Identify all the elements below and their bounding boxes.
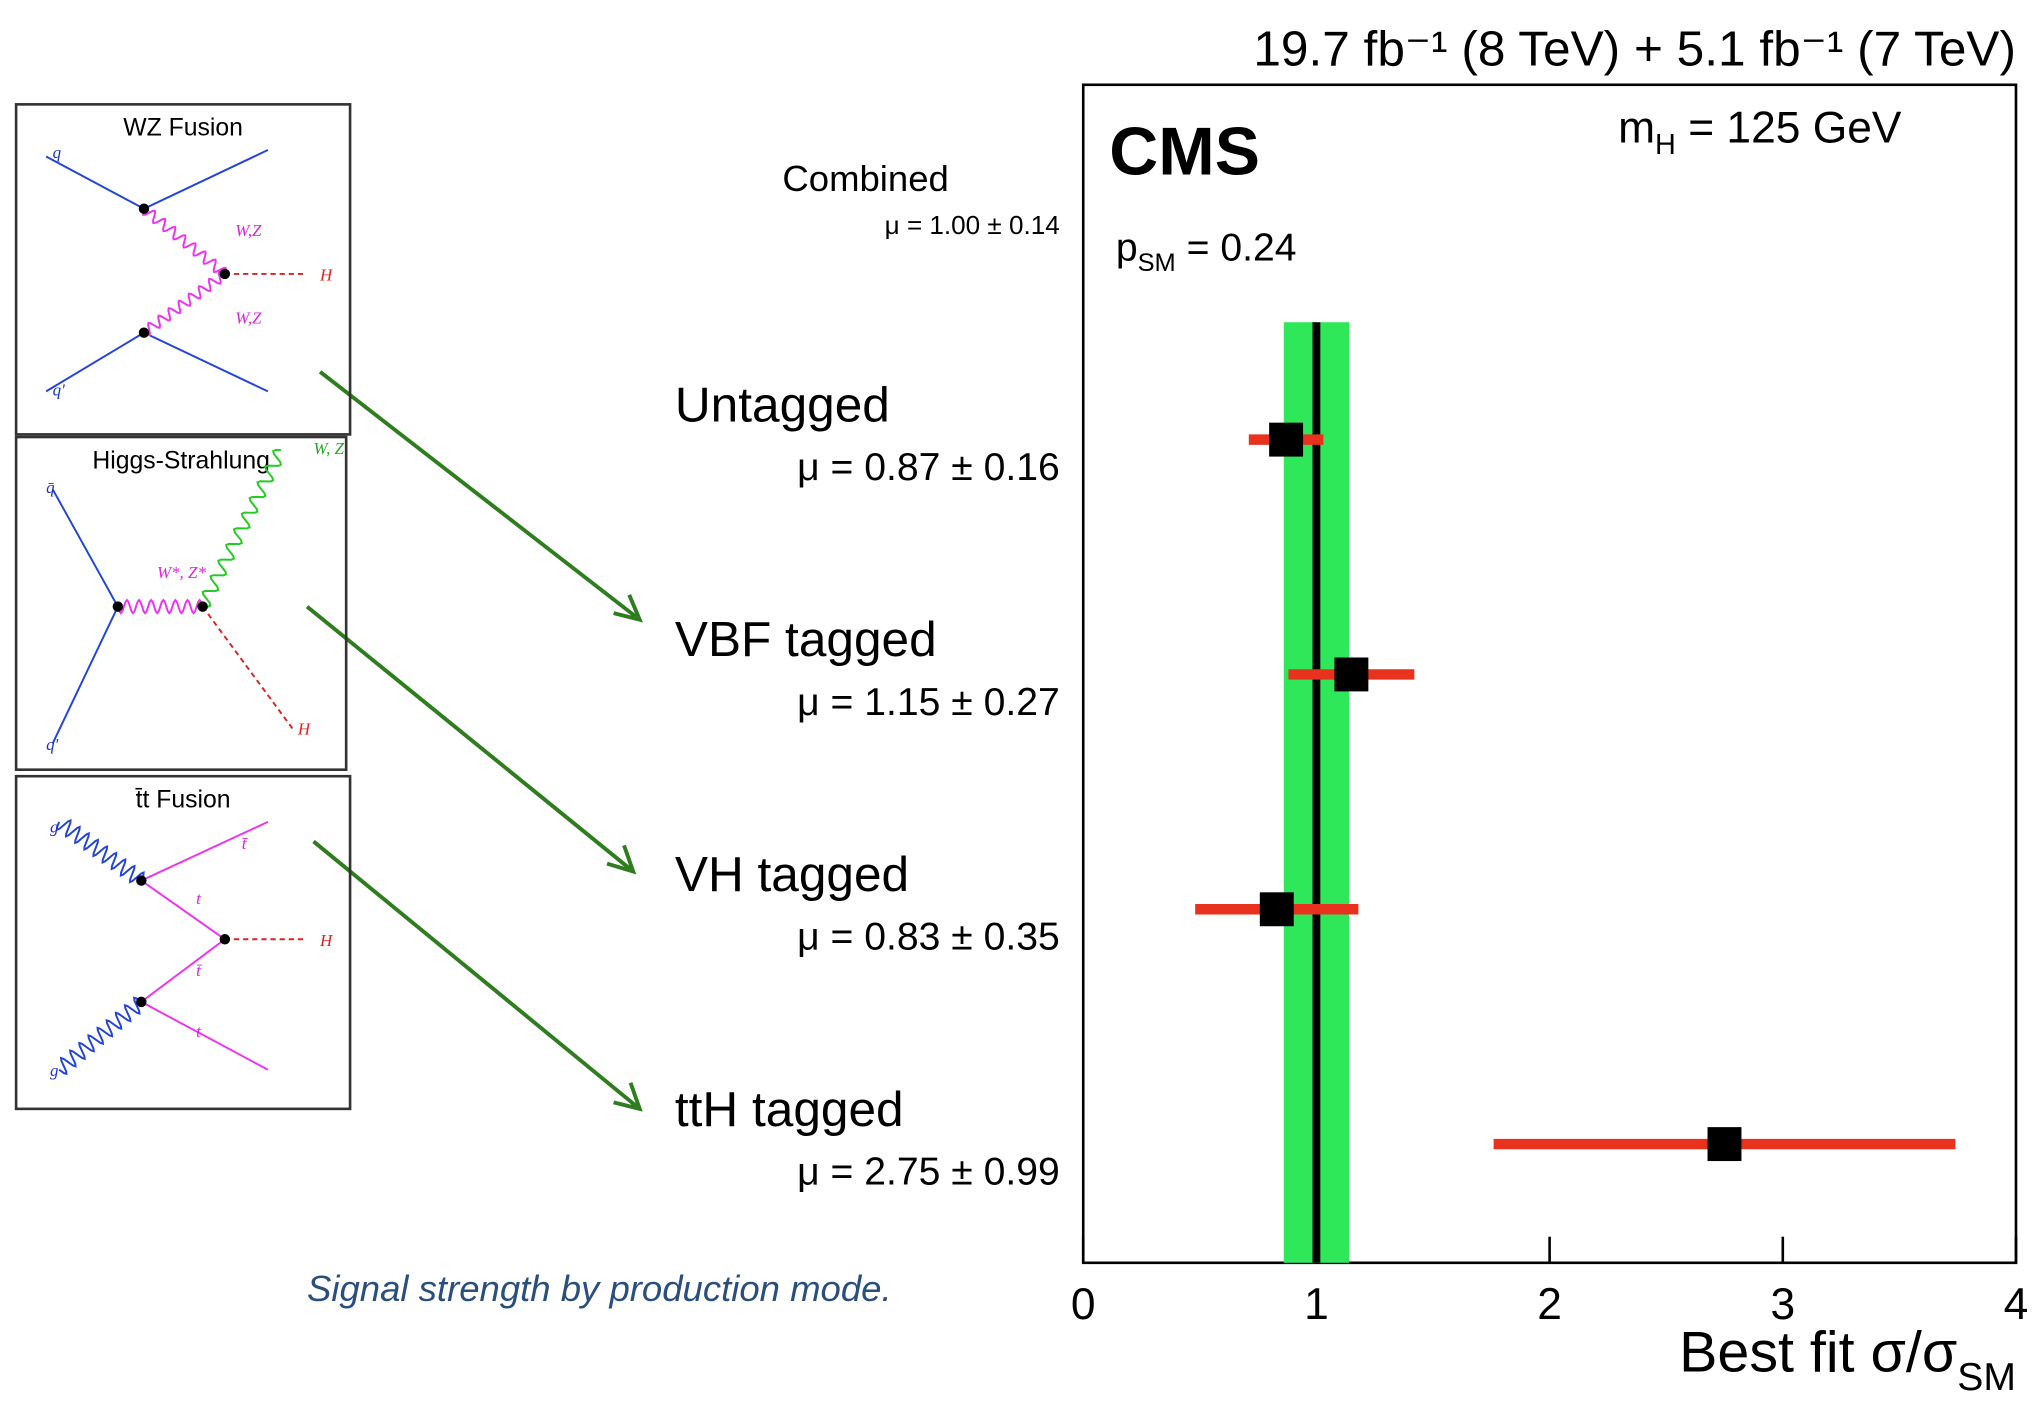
particle-label: t [196,889,202,908]
particle-label: q̄ [46,478,55,497]
category-label: ttH tagged [675,1081,904,1137]
psm-annotation-main: p [1116,227,1138,270]
arrow [318,370,644,623]
particle-label: H [319,931,333,950]
point [1707,1127,1742,1162]
particle-label: W,Z [235,221,262,240]
fermion-line [45,149,269,210]
particle-label: g [50,1061,58,1080]
arrow [312,839,643,1112]
category-label: VH tagged [675,846,909,902]
vertex [219,268,231,280]
arrow [305,605,637,875]
psm-annotation-tail: = 0.24 [1176,227,1297,270]
psm-annotation-sub: SM [1138,249,1176,277]
mass-annotation-tail: = 125 GeV [1676,103,1902,152]
particle-label: t̄ [242,834,249,853]
x-tick-label: 1 [1304,1280,1329,1329]
vertex [219,934,231,945]
x-tick-label: 2 [1537,1280,1562,1329]
point [1269,422,1304,457]
vertex [112,601,124,612]
value-label: μ = 2.75 ± 0.99 [797,1150,1060,1193]
vertex [197,601,208,612]
x-tick-label: 3 [1770,1280,1795,1329]
chart-title: 19.7 fb⁻¹ (8 TeV) + 5.1 fb⁻¹ (7 TeV) [1253,20,2016,76]
boson-line [141,208,227,275]
boson-line [116,598,204,615]
gluon-line [55,818,145,884]
particle-label: t [196,1022,202,1041]
value-label: μ = 1.00 ± 0.14 [885,210,1060,240]
diagram-box [14,435,348,771]
diagram-title: t̄t Fusion [135,787,231,814]
category-label: Untagged [675,376,890,432]
x-axis-label: Best fit σ/σSM [1679,1321,2016,1400]
fermion-line [45,331,269,393]
category-label: Combined [782,158,948,199]
category-label: VBF tagged [675,611,937,667]
particle-label: q' [53,380,65,399]
mass-annotation-main: m [1618,103,1655,152]
value-label: μ = 1.15 ± 0.27 [797,681,1060,724]
arrows [305,370,644,1112]
particle-label: H [319,265,333,284]
mass-annotation: mH = 125 GeV [1618,103,1902,160]
particle-label: W*, Z* [157,563,206,582]
scalar-line [201,606,295,732]
boson-line [143,270,226,337]
diagram-box [14,774,352,1111]
vertex [138,203,150,214]
diagram-title: WZ Fusion [123,115,243,142]
particle-label: W,Z [235,309,262,328]
particle-label: g [50,817,58,836]
caption: Signal strength by production mode. [307,1268,892,1309]
experiment-label: CMS [1109,114,1260,189]
particle-label: q [53,143,62,162]
particle-label: W, Z [314,439,345,458]
fermion-line [51,488,119,745]
vertex [136,996,147,1008]
x-tick-label: 0 [1071,1280,1096,1329]
fermion-line [139,820,269,1071]
psm-annotation: pSM = 0.24 [1116,227,1297,277]
vertex [138,327,150,338]
value-label: μ = 0.87 ± 0.16 [797,446,1060,489]
particle-label: H [297,719,311,738]
gluon-line [58,996,142,1076]
diagram-title: Higgs-Strahlung [92,447,270,474]
value-label: μ = 0.83 ± 0.35 [797,916,1060,959]
vertex [136,875,147,886]
mass-annotation-sub: H [1655,129,1676,161]
x-tick-label: 4 [2004,1280,2029,1329]
point [1259,892,1294,927]
point [1334,657,1369,692]
diagram-box [14,103,352,436]
x-axis-label-sub: SM [1957,1357,2016,1400]
particle-label: t̄ [196,961,203,980]
x-axis-label-main: Best fit σ/σ [1679,1321,1957,1385]
boson-line [201,448,283,608]
particle-label: q' [46,735,58,754]
